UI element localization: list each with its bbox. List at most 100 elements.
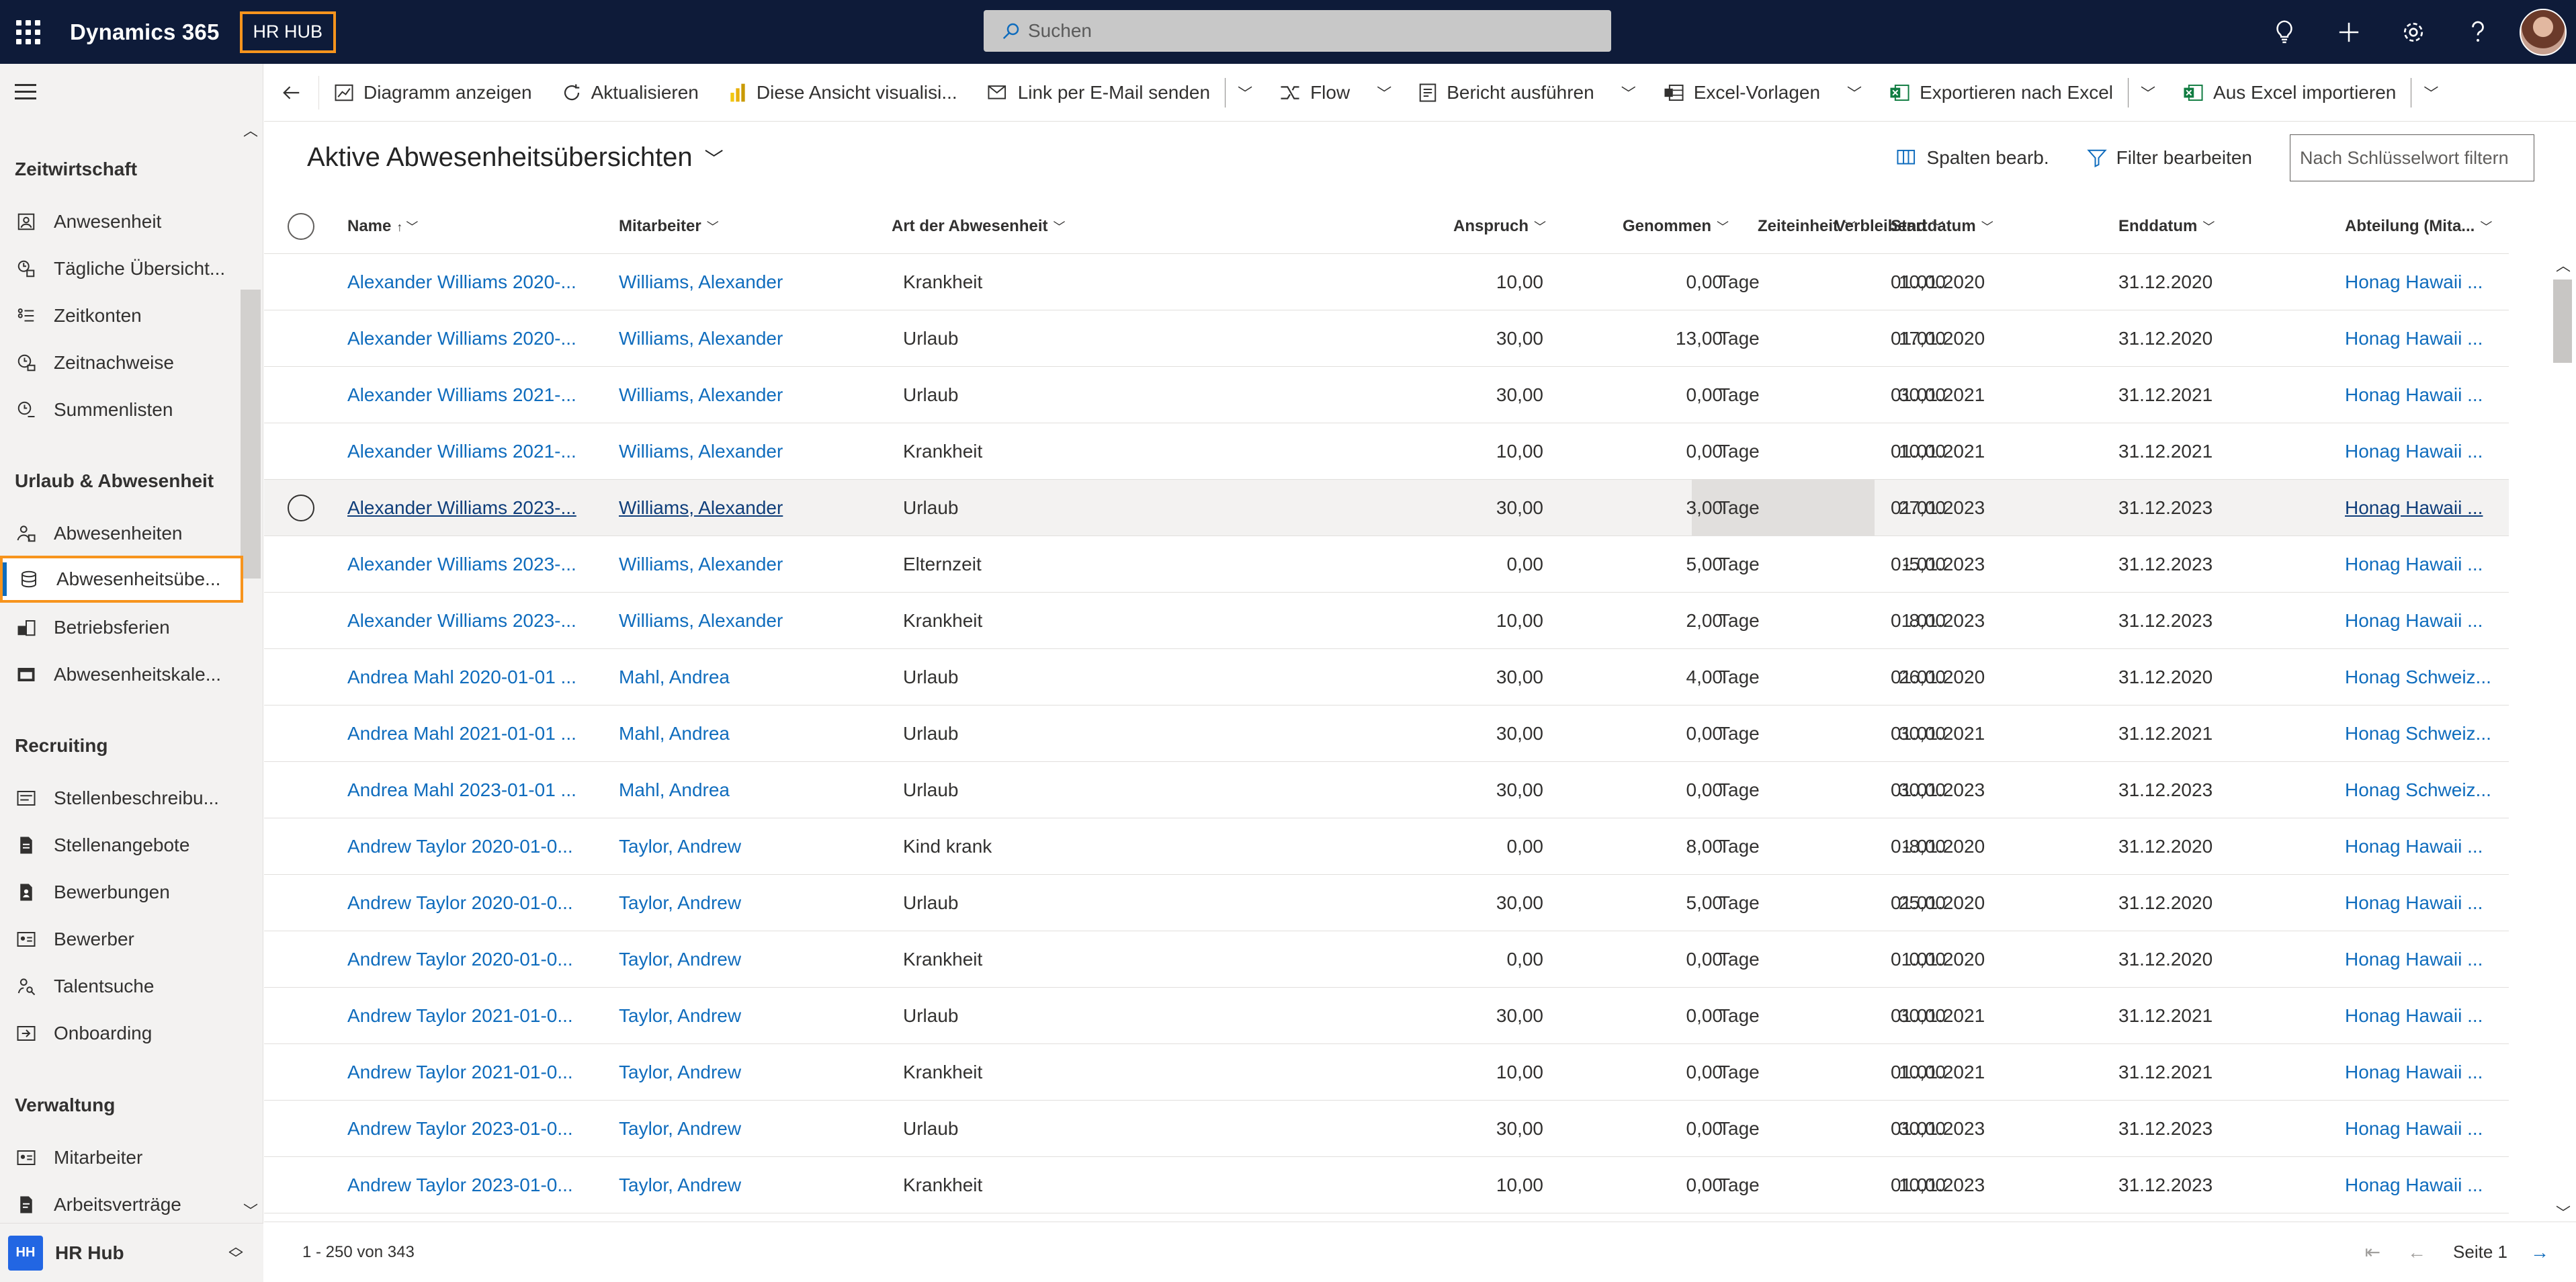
sidebar-item-zeitnachweise[interactable]: Zeitnachweise [0, 339, 241, 386]
cell-abteilung[interactable]: Honag Schweiz... [2345, 723, 2491, 744]
cell-abteilung[interactable]: Honag Hawaii ... [2345, 497, 2483, 518]
cell-abteilung[interactable]: Honag Hawaii ... [2345, 1062, 2483, 1082]
cell-name[interactable]: Alexander Williams 2021-... [347, 441, 576, 462]
cell-name[interactable]: Alexander Williams 2023-... [347, 554, 576, 574]
table-row[interactable]: Andrew Taylor 2023-01-0... Taylor, Andrew… [264, 1101, 2509, 1157]
export-excel-chevron[interactable]: ﹀ [2141, 85, 2156, 102]
cell-mitarbeiter[interactable]: Taylor, Andrew [619, 1062, 742, 1082]
keyword-filter-input[interactable]: Nach Schlüsselwort filtern [2290, 134, 2534, 181]
excel-templates-button[interactable]: Excel-Vorlagen [1648, 64, 1835, 122]
cell-abteilung[interactable]: Honag Hawaii ... [2345, 554, 2483, 574]
cell-name[interactable]: Andrew Taylor 2021-01-0... [347, 1062, 573, 1082]
table-row[interactable]: Alexander Williams 2021-... Williams, Ale… [264, 423, 2509, 480]
sidebar-item-arbeitsvertraege[interactable]: Arbeitsverträge [0, 1181, 241, 1228]
scrollbar-thumb[interactable] [2553, 280, 2572, 363]
sidebar-item-mitarbeiter[interactable]: Mitarbeiter [0, 1134, 241, 1181]
sidebar-item-talentsuche[interactable]: Talentsuche [0, 963, 241, 1010]
user-avatar[interactable] [2520, 8, 2567, 56]
view-selector[interactable]: Aktive Abwesenheitsübersichten ﹀ [307, 142, 724, 173]
lightbulb-button[interactable] [2252, 0, 2317, 64]
cell-name[interactable]: Alexander Williams 2020-... [347, 271, 576, 292]
report-chevron[interactable]: ﹀ [1621, 85, 1636, 102]
first-page-button[interactable]: ⇤ [2364, 1242, 2381, 1263]
sidebar-scrollbar[interactable] [241, 290, 261, 579]
import-excel-button[interactable]: Aus Excel importieren [2167, 64, 2411, 122]
flow-button[interactable]: Flow [1264, 64, 1365, 122]
cell-abteilung[interactable]: Honag Hawaii ... [2345, 441, 2483, 462]
cell-mitarbeiter[interactable]: Williams, Alexander [619, 554, 783, 574]
table-row[interactable]: Alexander Williams 2020-... Williams, Ale… [264, 310, 2509, 367]
edit-filters-button[interactable]: Filter bearbeiten [2086, 147, 2252, 169]
flow-chevron[interactable]: ﹀ [1377, 85, 1392, 102]
table-row[interactable]: Andrew Taylor 2023-01-0... Taylor, Andrew… [264, 1157, 2509, 1213]
email-link-button[interactable]: Link per E-Mail senden [972, 64, 1225, 122]
edit-columns-button[interactable]: Spalten bearb. [1896, 147, 2049, 169]
cell-name[interactable]: Andrew Taylor 2020-01-0... [347, 949, 573, 970]
column-header-name[interactable]: Name ↑ ﹀ [347, 217, 419, 235]
cell-abteilung[interactable]: Honag Hawaii ... [2345, 1118, 2483, 1139]
table-row[interactable]: Andrew Taylor 2021-01-0... Taylor, Andrew… [264, 1044, 2509, 1101]
cell-abteilung[interactable]: Honag Schweiz... [2345, 667, 2491, 687]
column-header-anspruch[interactable]: Anspruch ﹀ [1453, 217, 1546, 235]
table-row[interactable]: Andrew Taylor 2021-01-0... Taylor, Andrew… [264, 988, 2509, 1044]
cell-abteilung[interactable]: Honag Hawaii ... [2345, 892, 2483, 913]
cell-name[interactable]: Andrea Mahl 2020-01-01 ... [347, 667, 576, 687]
cell-name[interactable]: Andrew Taylor 2023-01-0... [347, 1118, 573, 1139]
sidebar-item-stellenbeschreibungen[interactable]: Stellenbeschreibu... [0, 775, 241, 822]
column-header-art[interactable]: Art der Abwesenheit ﹀ [892, 217, 1066, 235]
hamburger-menu-button[interactable] [15, 84, 36, 104]
sidebar-item-stellenangebote[interactable]: Stellenangebote [0, 822, 241, 869]
cell-mitarbeiter[interactable]: Williams, Alexander [619, 497, 783, 518]
table-row[interactable]: Alexander Williams 2023-... Williams, Ale… [264, 480, 2509, 536]
cell-mitarbeiter[interactable]: Taylor, Andrew [619, 1005, 742, 1026]
app-launcher-button[interactable] [0, 0, 56, 64]
sidebar-item-bewerber[interactable]: Bewerber [0, 916, 241, 963]
cell-abteilung[interactable]: Honag Hawaii ... [2345, 271, 2483, 292]
cell-mitarbeiter[interactable]: Williams, Alexander [619, 384, 783, 405]
show-chart-button[interactable]: Diagramm anzeigen [319, 64, 547, 122]
cell-mitarbeiter[interactable]: Williams, Alexander [619, 271, 783, 292]
table-row[interactable]: Andrea Mahl 2023-01-01 ... Mahl, Andrea Ur… [264, 762, 2509, 818]
cell-name[interactable]: Alexander Williams 2023-... [347, 497, 576, 518]
cell-mitarbeiter[interactable]: Williams, Alexander [619, 441, 783, 462]
sidebar-item-onboarding[interactable]: Onboarding [0, 1010, 241, 1057]
more-email-options-chevron[interactable]: ﹀ [1238, 85, 1253, 102]
cell-abteilung[interactable]: Honag Hawaii ... [2345, 836, 2483, 857]
excel-templates-chevron[interactable]: ﹀ [1847, 85, 1862, 102]
sidebar-item-zeitkonten[interactable]: Zeitkonten [0, 292, 241, 339]
previous-page-button[interactable]: ← [2407, 1241, 2427, 1263]
app-name-badge[interactable]: HR HUB [239, 11, 337, 53]
cell-name[interactable]: Alexander Williams 2023-... [347, 610, 576, 631]
cell-mitarbeiter[interactable]: Taylor, Andrew [619, 949, 742, 970]
cell-mitarbeiter[interactable]: Mahl, Andrea [619, 779, 730, 800]
cell-mitarbeiter[interactable]: Taylor, Andrew [619, 892, 742, 913]
cell-mitarbeiter[interactable]: Williams, Alexander [619, 328, 783, 349]
chevron-up-icon[interactable]: ︿ [2556, 257, 2571, 274]
sidebar-item-abwesenheiten[interactable]: Abwesenheiten [0, 510, 241, 557]
cell-mitarbeiter[interactable]: Taylor, Andrew [619, 1118, 742, 1139]
sidebar-item-anwesenheit[interactable]: Anwesenheit [0, 198, 241, 245]
column-header-zeiteinheit[interactable]: Zeiteinheit ﹀ [1758, 217, 1856, 235]
next-page-button[interactable]: → [2530, 1241, 2549, 1263]
select-all-checkbox[interactable] [288, 199, 314, 254]
table-row[interactable]: Andrew Taylor 2020-01-0... Taylor, Andrew… [264, 931, 2509, 988]
app-title[interactable]: Dynamics 365 [70, 19, 220, 44]
cell-abteilung[interactable]: Honag Hawaii ... [2345, 949, 2483, 970]
table-row[interactable]: Andrea Mahl 2020-01-01 ... Mahl, Andrea Ur… [264, 649, 2509, 706]
cell-abteilung[interactable]: Honag Hawaii ... [2345, 328, 2483, 349]
cell-name[interactable]: Andrew Taylor 2020-01-0... [347, 892, 573, 913]
chevron-up-icon[interactable]: ︿ [243, 122, 259, 139]
run-report-button[interactable]: Bericht ausführen [1404, 64, 1608, 122]
cell-name[interactable]: Andrew Taylor 2020-01-0... [347, 836, 573, 857]
refresh-button[interactable]: Aktualisieren [547, 64, 714, 122]
cell-name[interactable]: Andrew Taylor 2023-01-0... [347, 1174, 573, 1195]
table-row[interactable]: Andrea Mahl 2021-01-01 ... Mahl, Andrea Ur… [264, 706, 2509, 762]
cell-name[interactable]: Andrea Mahl 2023-01-01 ... [347, 779, 576, 800]
help-button[interactable] [2446, 0, 2510, 64]
cell-mitarbeiter[interactable]: Mahl, Andrea [619, 723, 730, 744]
table-row[interactable]: Alexander Williams 2020-... Williams, Ale… [264, 254, 2509, 310]
chevron-down-icon[interactable]: ﹀ [243, 1203, 259, 1220]
column-header-enddatum[interactable]: Enddatum ﹀ [2118, 217, 2215, 235]
table-row[interactable]: Andrew Taylor 2020-01-0... Taylor, Andrew… [264, 875, 2509, 931]
cell-name[interactable]: Alexander Williams 2021-... [347, 384, 576, 405]
